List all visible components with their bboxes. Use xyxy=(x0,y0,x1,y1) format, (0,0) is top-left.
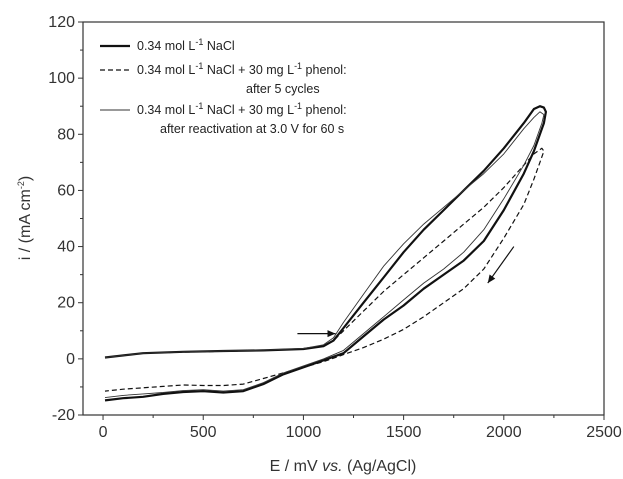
y-axis-label: i / (mA cm-2) xyxy=(16,176,34,260)
legend-entry-2-line1: 0.34 mol L-1 NaCl + 30 mg L-1 phenol: xyxy=(137,61,347,77)
legend-entry-2-line2: after 5 cycles xyxy=(246,82,320,96)
series-line-dashed xyxy=(104,147,545,392)
y-axis-ticks: -20 0 20 40 60 80 100 120 xyxy=(48,14,83,424)
x-tick-label: 500 xyxy=(190,424,217,441)
x-tick-label: 2500 xyxy=(586,424,622,441)
scan-direction-arrow xyxy=(487,246,515,284)
y-tick-label: 20 xyxy=(57,295,75,312)
x-tick-label: 2000 xyxy=(486,424,522,441)
y-tick-label: 60 xyxy=(57,182,75,199)
series-layer xyxy=(104,105,547,402)
plot-frame xyxy=(82,21,605,416)
annotation-layer xyxy=(297,246,515,338)
legend-entry-1: 0.34 mol L-1 NaCl xyxy=(137,37,235,53)
x-axis-label: E / mV vs. (Ag/AgCl) xyxy=(270,458,417,475)
series-line-thick-solid xyxy=(104,105,547,402)
y-tick-label: 100 xyxy=(48,70,75,87)
x-tick-label: 0 xyxy=(99,424,108,441)
x-tick-label: 1000 xyxy=(286,424,322,441)
legend-entry-3-line1: 0.34 mol L-1 NaCl + 30 mg L-1 phenol: xyxy=(137,101,347,117)
x-axis-ticks: 0 500 1000 1500 2000 2500 xyxy=(99,415,622,441)
scan-direction-arrow xyxy=(297,330,336,338)
x-tick-label: 1500 xyxy=(386,424,422,441)
y-tick-label: 0 xyxy=(66,351,75,368)
legend-entry-3-line2: after reactivation at 3.0 V for 60 s xyxy=(160,122,344,136)
series-line-thin-solid xyxy=(104,111,545,399)
y-tick-label: 120 xyxy=(48,14,75,31)
y-tick-label: 80 xyxy=(57,126,75,143)
y-tick-label: -20 xyxy=(52,407,75,424)
legend: 0.34 mol L-1 NaCl 0.34 mol L-1 NaCl + 30… xyxy=(100,37,347,136)
y-tick-label: 40 xyxy=(57,239,75,256)
